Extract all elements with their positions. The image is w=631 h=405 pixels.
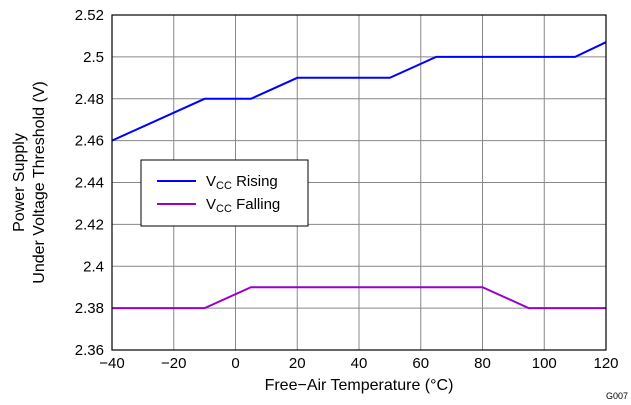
x-tick-label: 80 [474,355,491,372]
plot-frame [111,14,607,351]
y-tick-label: 2.48 [75,91,104,108]
legend: VCC Rising VCC Falling [140,159,309,227]
y-tick-labels: 2.36 2.38 2.4 2.42 2.44 2.46 2.48 2.5 2.52 [75,7,104,359]
y-tick-label: 2.52 [75,7,104,24]
y-tick-label: 2.44 [75,175,104,192]
y-tick-label: 2.4 [83,258,104,275]
x-tick-label: −40 [99,355,124,372]
legend-label: VCC Rising [206,173,278,192]
legend-box [140,159,309,227]
x-tick-label: 60 [412,355,429,372]
y-axis-label-line1: Power Supply [11,133,28,232]
series-line-vcc-rising [111,41,607,142]
x-tick-label: −20 [161,355,186,372]
series-layer [111,41,607,310]
x-tick-label: 100 [532,355,557,372]
y-axis-label-line2: Under Voltage Threshold (V) [31,81,48,283]
y-tick-label: 2.36 [75,342,104,359]
x-tick-label: 20 [289,355,306,372]
y-tick-label: 2.38 [75,300,104,317]
y-tick-label: 2.46 [75,133,104,150]
x-tick-label: 40 [351,355,368,372]
y-tick-label: 2.42 [75,216,104,233]
x-axis-label: Free−Air Temperature (°C) [265,377,454,394]
x-tick-label: 120 [593,355,618,372]
series-line-vcc-falling [112,286,606,310]
x-tick-labels: −40 −20 0 20 40 60 80 100 120 [99,355,618,372]
legend-label: VCC Falling [206,196,280,215]
x-tick-label: 0 [231,355,239,372]
y-tick-label: 2.5 [83,49,104,66]
figure-id: G007 [606,391,628,401]
